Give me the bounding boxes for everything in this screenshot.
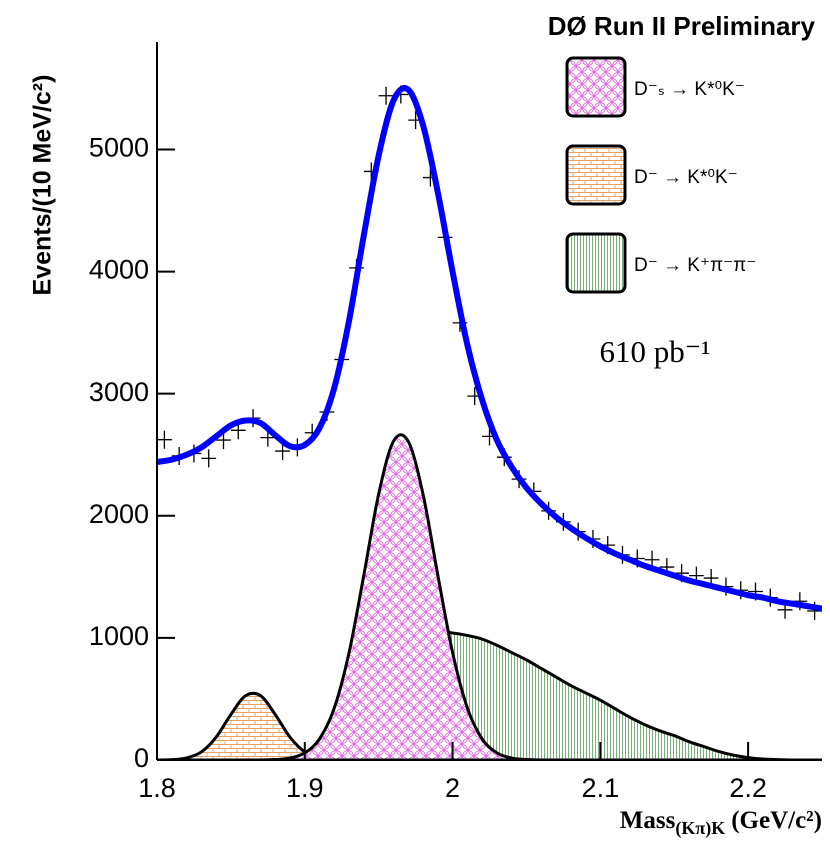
data-point [378, 86, 394, 105]
legend-label: D⁻ → K*⁰K⁻ [634, 167, 738, 188]
y-tick-label: 1000 [89, 621, 149, 651]
x-tick-label: 1.9 [286, 773, 324, 803]
legend-label: D⁻ → K⁺π⁻π⁻ [634, 255, 756, 276]
x-label-text: Mass [620, 807, 676, 834]
data-point [157, 430, 172, 449]
y-tick-label: 3000 [89, 377, 149, 407]
legend-swatch [565, 56, 627, 118]
y-tick-label: 4000 [89, 255, 149, 285]
component-area [157, 630, 822, 760]
legend-swatch [565, 144, 627, 206]
legend-label: D⁻ₛ → K*⁰K⁻ [634, 79, 745, 100]
y-tick-label: 0 [134, 743, 149, 773]
legend-swatch [565, 232, 627, 294]
component-area [157, 691, 822, 760]
data-point [201, 449, 217, 468]
x-label-subscript: (Kπ)K [675, 818, 725, 839]
x-tick-label: 1.8 [138, 773, 176, 803]
luminosity-annotation: 610 pb⁻¹ [600, 334, 711, 369]
x-tick-label: 2.1 [582, 773, 620, 803]
fit-curve [157, 85, 822, 612]
x-tick-label: 2 [445, 773, 460, 803]
x-tick-label: 2.2 [729, 773, 767, 803]
y-tick-label: 2000 [89, 499, 149, 529]
y-axis-label: Events/(10 MeV/c²) [29, 75, 57, 296]
chart-title: DØ Run II Preliminary [548, 11, 816, 41]
y-tick-label: 5000 [89, 133, 149, 163]
x-label-unit: (GeV/c²) [731, 807, 822, 834]
x-axis-label: Mass(Kπ)K (GeV/c²) [620, 807, 822, 839]
